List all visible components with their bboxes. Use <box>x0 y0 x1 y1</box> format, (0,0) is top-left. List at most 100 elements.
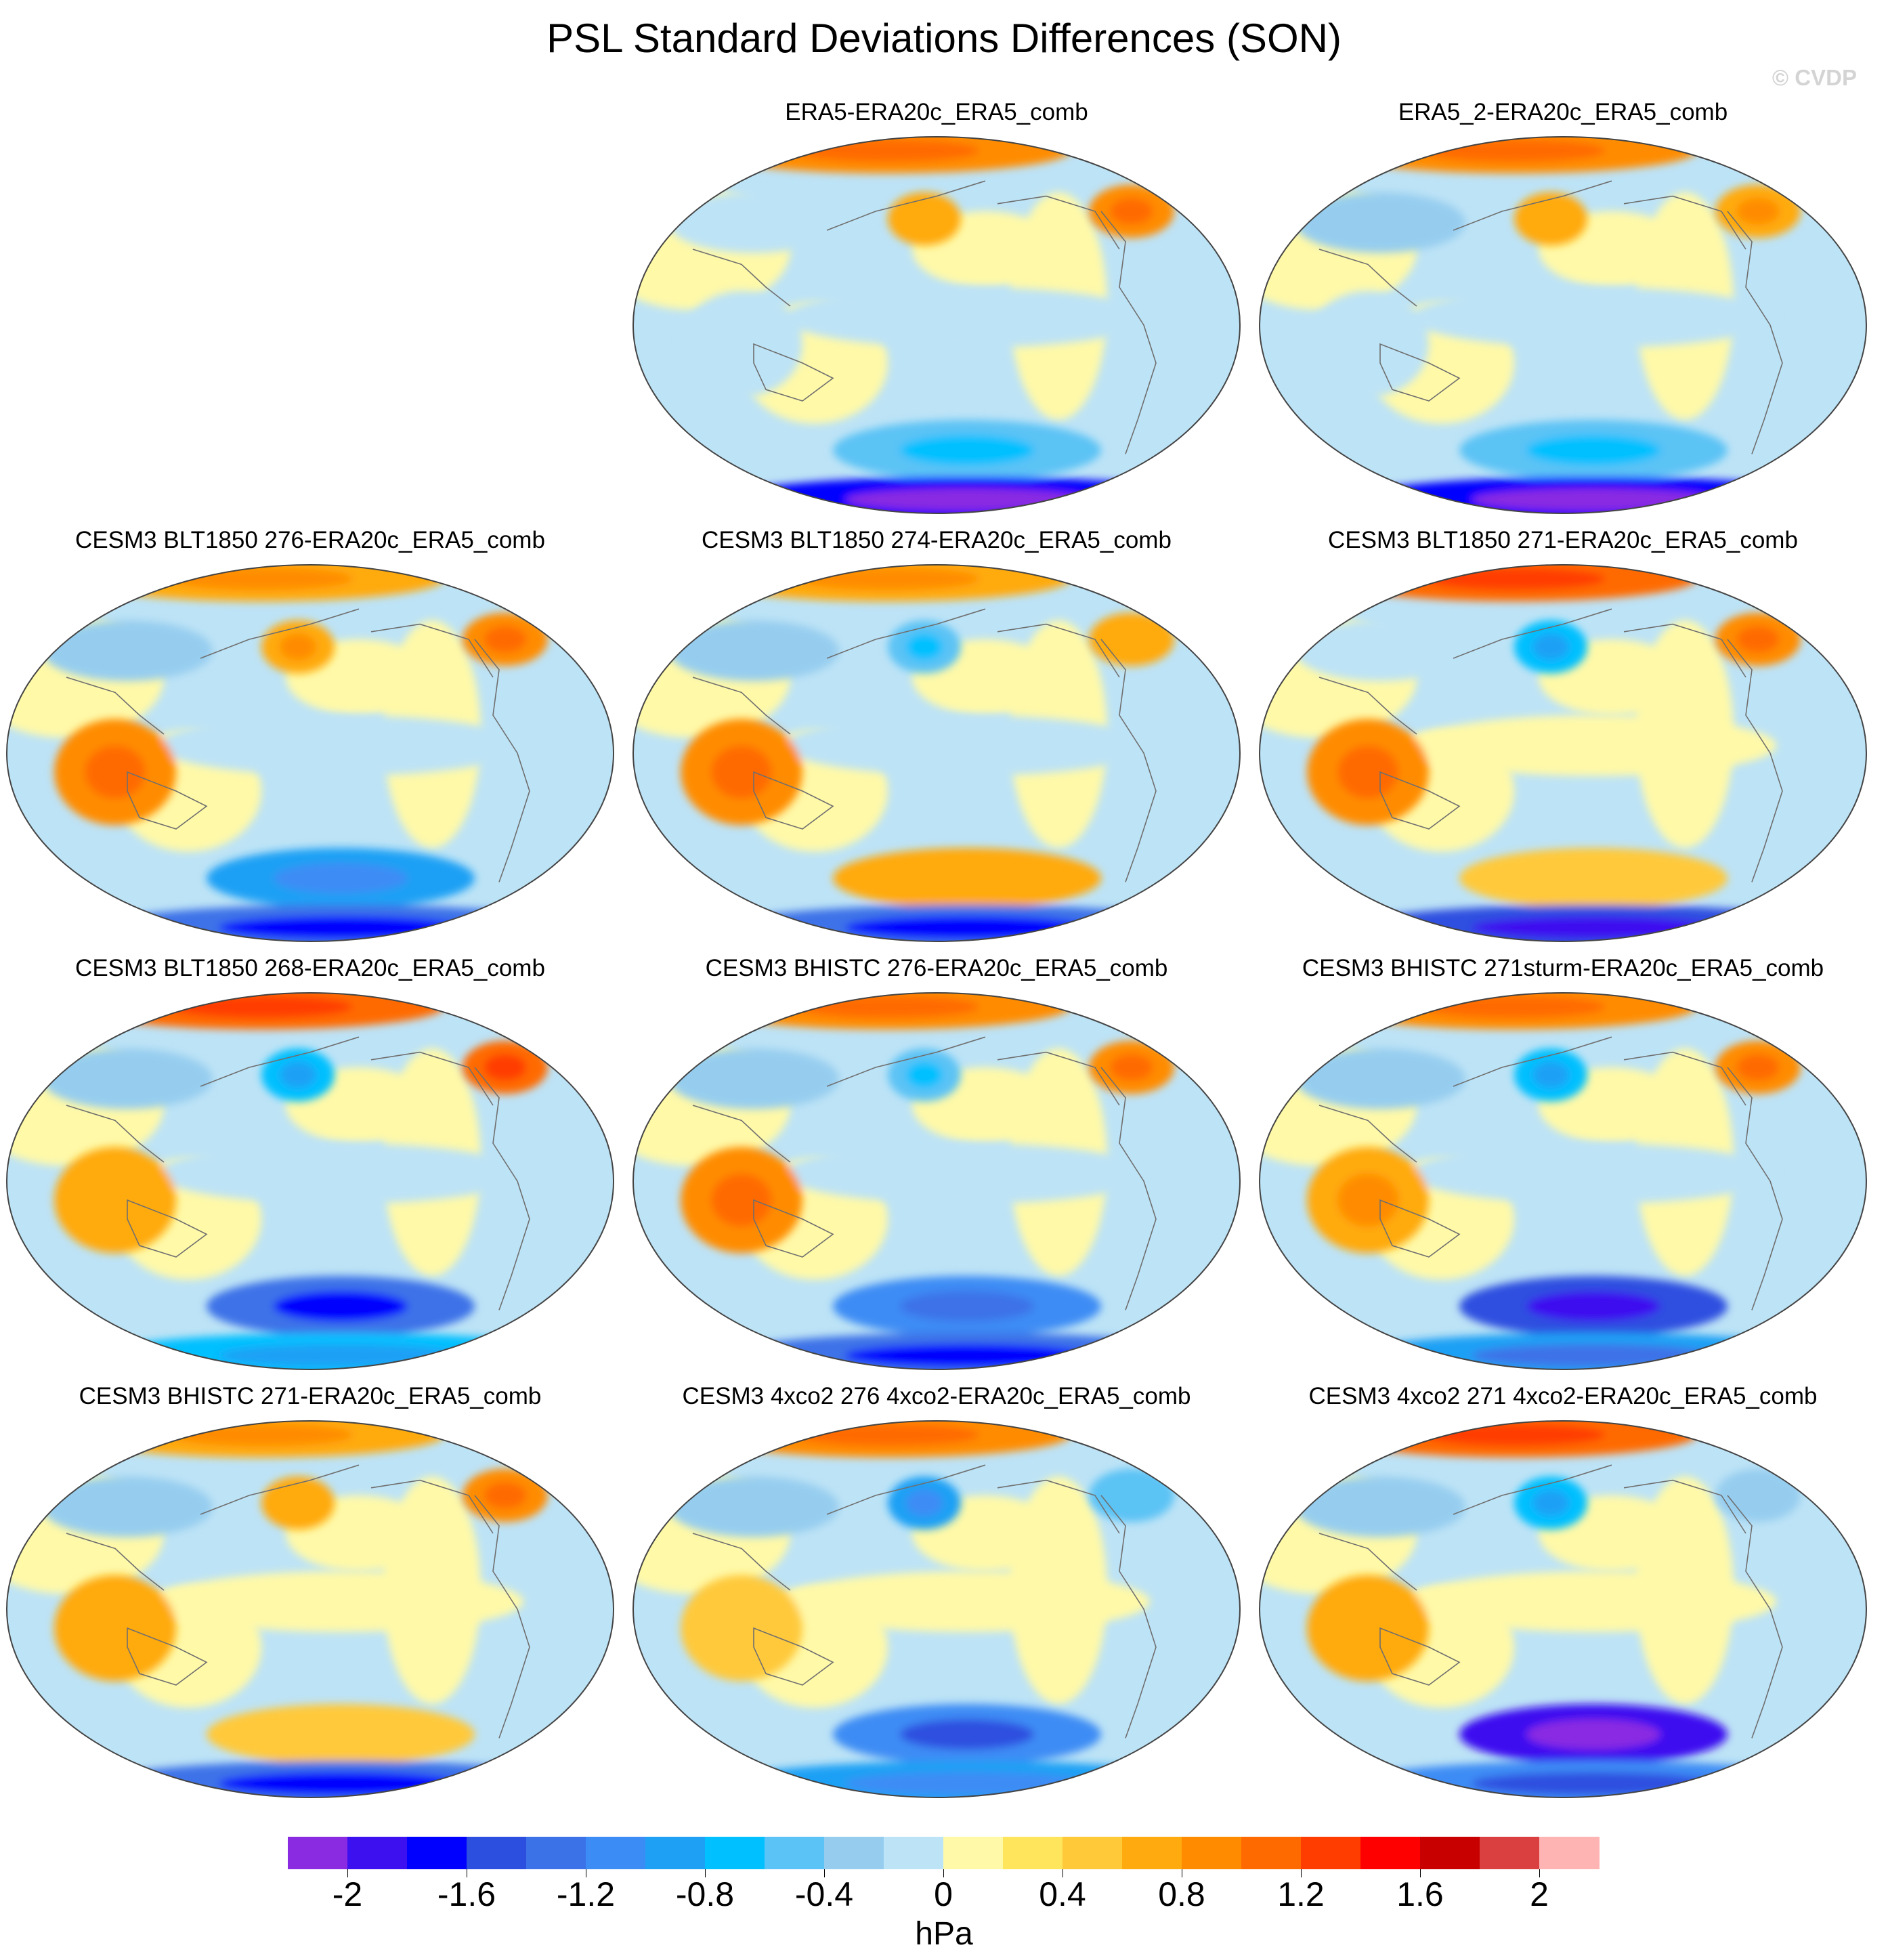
anomaly-core-indian_ocean <box>85 745 146 799</box>
coastline <box>753 343 834 402</box>
coastline <box>1453 608 1612 659</box>
coastline <box>1453 180 1612 231</box>
coastline <box>692 1105 791 1163</box>
coastline <box>474 1067 530 1311</box>
map-panel: CESM3 BHISTC 271sturm-ERA20c_ERA5_comb <box>1258 955 1868 1382</box>
colorbar-box <box>586 1837 646 1869</box>
colorbar-box <box>824 1837 884 1869</box>
coastline <box>753 1199 834 1258</box>
colorbar-tick-label: 1.6 <box>1396 1875 1444 1913</box>
map-panel: ERA5_2-ERA20c_ERA5_comb <box>1258 99 1868 526</box>
anomaly-core-southern_ocean <box>900 1719 1034 1750</box>
anomaly-core-n_atlantic <box>1736 198 1780 225</box>
colorbar-tick <box>943 1869 944 1877</box>
colorbar-box <box>347 1837 408 1869</box>
colorbar-tick <box>824 1869 825 1877</box>
coastline <box>692 677 791 735</box>
anomaly-core-n_atlantic <box>484 1482 527 1509</box>
anomaly-core-n_pacific <box>280 1061 316 1088</box>
anomaly-eurasia <box>42 1048 213 1109</box>
anomaly-n_atlantic <box>1089 1468 1174 1522</box>
coastline <box>370 1051 494 1106</box>
map-panel: CESM3 BHISTC 276-ERA20c_ERA5_comb <box>632 955 1241 1382</box>
colorbar-tick-label: 0.4 <box>1039 1875 1086 1913</box>
anomaly-core-indian_ocean <box>85 1173 146 1227</box>
colorbar-box <box>467 1837 527 1869</box>
panel-title: CESM3 BLT1850 274-ERA20c_ERA5_comb <box>702 527 1172 553</box>
anomaly-core-southern_ocean <box>1526 435 1660 466</box>
coastline <box>1727 1067 1783 1311</box>
anomaly-eurasia <box>1295 620 1465 681</box>
anomaly-tropics <box>158 1143 523 1204</box>
colorbar-tick-label: -0.4 <box>794 1875 854 1913</box>
colorbar-tick-label: 0.8 <box>1158 1875 1205 1913</box>
anomaly-core-n_atlantic <box>1110 626 1153 653</box>
colorbar-tick <box>347 1869 348 1877</box>
anomaly-core-southern_ocean <box>1526 1291 1660 1322</box>
coastline <box>1318 677 1417 735</box>
anomaly-tropics <box>158 1571 523 1632</box>
panel-title: CESM3 BHISTC 271-ERA20c_ERA5_comb <box>79 1383 542 1409</box>
colorbar-box <box>526 1837 586 1869</box>
coastline <box>1727 211 1783 454</box>
anomaly-indian_ocean <box>681 1575 802 1682</box>
map-panel: ERA5-ERA20c_ERA5_comb <box>632 99 1241 526</box>
anomaly-core-southern_ocean <box>1526 1719 1660 1750</box>
coastline <box>1623 1479 1746 1534</box>
coastline <box>66 1105 165 1163</box>
map-border <box>1259 136 1867 514</box>
coastline <box>997 195 1120 250</box>
panel-title: CESM3 BHISTC 276-ERA20c_ERA5_comb <box>705 955 1168 981</box>
map-field <box>6 564 614 942</box>
map-field <box>6 992 614 1370</box>
colorbar-box <box>1420 1837 1480 1869</box>
coastline <box>200 1036 360 1087</box>
panel-title: CESM3 BLT1850 276-ERA20c_ERA5_comb <box>75 527 545 553</box>
colorbar-box <box>1122 1837 1182 1869</box>
map-field <box>1259 1420 1867 1798</box>
panel-title: ERA5_2-ERA20c_ERA5_comb <box>1398 99 1728 125</box>
anomaly-core-southern_ocean <box>900 1291 1034 1322</box>
map-border <box>632 992 1241 1370</box>
coastline <box>200 1464 360 1515</box>
coastline <box>1318 1533 1417 1591</box>
coastline <box>1453 1464 1612 1515</box>
colorbar-box <box>765 1837 825 1869</box>
map-field <box>632 136 1241 514</box>
anomaly-core-n_atlantic <box>1110 1054 1153 1081</box>
coastline <box>1623 1051 1746 1106</box>
coastline <box>753 771 834 830</box>
colorbar-box <box>288 1837 348 1869</box>
anomaly-core-n_pacific <box>1532 633 1569 660</box>
colorbar-tick <box>1539 1869 1540 1877</box>
coastline <box>1453 1036 1612 1087</box>
map-border <box>1259 1420 1867 1798</box>
colorbar-box <box>1003 1837 1063 1869</box>
anomaly-tropics <box>1411 1143 1776 1204</box>
colorbar-box <box>407 1837 467 1869</box>
map-field <box>632 992 1241 1370</box>
map-border <box>6 564 614 942</box>
coastline <box>997 1051 1120 1106</box>
coastline <box>1727 639 1783 882</box>
map-field <box>1259 992 1867 1370</box>
map-panel: CESM3 BLT1850 274-ERA20c_ERA5_comb <box>632 527 1241 954</box>
colorbar-box <box>1539 1837 1600 1869</box>
coastline <box>66 677 165 735</box>
anomaly-southern_ocean <box>207 1704 475 1765</box>
anomaly-tropics <box>784 287 1150 348</box>
colorbar-box <box>1182 1837 1242 1869</box>
anomaly-core-southern_ocean <box>274 1291 408 1322</box>
coastline <box>66 1533 165 1591</box>
coastline <box>1623 623 1746 678</box>
map-field <box>632 564 1241 942</box>
map-panel: CESM3 BLT1850 276-ERA20c_ERA5_comb <box>5 527 615 954</box>
anomaly-core-n_pacific <box>280 633 316 660</box>
anomaly-core-indian_ocean <box>1337 1173 1398 1227</box>
coastline <box>1379 771 1461 830</box>
coastline <box>826 608 986 659</box>
anomaly-eurasia <box>668 620 839 681</box>
anomaly-core-indian_ocean <box>1337 1601 1398 1655</box>
anomaly-n_atlantic <box>1715 1468 1801 1522</box>
coastline <box>1727 1495 1783 1739</box>
